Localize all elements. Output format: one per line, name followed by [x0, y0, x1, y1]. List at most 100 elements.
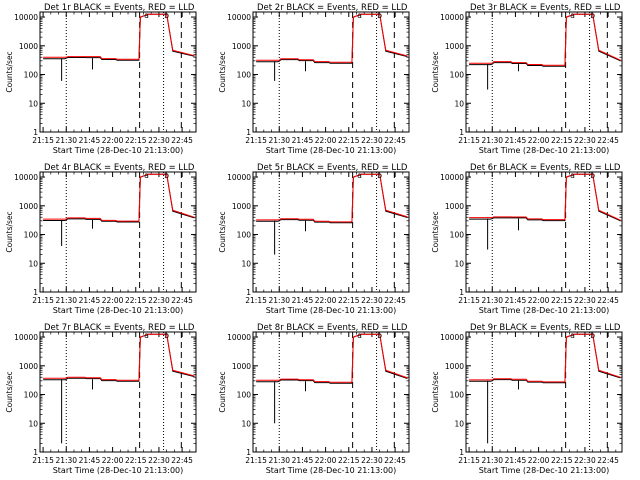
y-tick-label: 10000 [227, 333, 251, 342]
x-tick-label: 22:15 [338, 456, 360, 465]
y-tick-label: 1 [33, 448, 38, 457]
lld-series-line [469, 333, 621, 383]
y-tick-label: 1 [459, 128, 464, 137]
y-axis-label: Counts/sec [5, 51, 14, 92]
panel-title: Det 4r BLACK = Events, RED = LLD [44, 163, 195, 173]
plot-frame [39, 331, 197, 453]
events-series-line [256, 173, 408, 224]
saturation-marker: b [164, 171, 169, 180]
lld-series-line [469, 13, 621, 66]
events-series-line [43, 13, 195, 61]
y-tick-label: 100 [24, 71, 39, 80]
x-tick-label: 22:15 [125, 456, 147, 465]
y-axis-label: Counts/sec [218, 371, 227, 412]
saturation-marker: a [144, 331, 149, 340]
x-tick-label: 22:15 [551, 296, 573, 305]
saturation-marker: a [357, 331, 362, 340]
x-tick-label: 22:45 [384, 296, 406, 305]
y-tick-label: 10000 [227, 13, 251, 22]
x-tick-label: 21:15 [32, 456, 54, 465]
y-tick-label: 100 [24, 231, 39, 240]
y-tick-label: 100 [237, 71, 252, 80]
x-axis-label: Start Time (28-Dec-10 21:13:00) [266, 306, 397, 315]
panel-det-8: Det 8r BLACK = Events, RED = LLD 1 10 100 10… [218, 323, 410, 475]
x-tick-label: 22:45 [384, 456, 406, 465]
saturation-marker: a [144, 171, 149, 180]
events-series-line [43, 333, 195, 382]
saturation-marker: b [590, 11, 595, 20]
x-tick-label: 21:30 [55, 456, 77, 465]
x-tick-label: 21:45 [505, 136, 527, 145]
y-tick-label: 10 [241, 419, 251, 428]
events-series-line [256, 333, 408, 384]
plot-frame [252, 331, 410, 453]
events-series-line [469, 333, 621, 384]
y-tick-label: 100 [24, 391, 39, 400]
y-axis-label: Counts/sec [431, 371, 440, 412]
y-tick-label: 10 [241, 259, 251, 268]
y-tick-label: 1 [246, 128, 251, 137]
y-tick-label: 10000 [14, 173, 38, 182]
y-tick-label: 1000 [445, 362, 464, 371]
y-tick-label: 10 [454, 419, 464, 428]
lld-series-line [43, 333, 195, 381]
x-tick-label: 21:15 [32, 136, 54, 145]
x-tick-label: 22:15 [551, 136, 573, 145]
panel-title: Det 7r BLACK = Events, RED = LLD [44, 323, 195, 333]
x-tick-label: 22:15 [338, 136, 360, 145]
x-tick-label: 22:30 [574, 456, 596, 465]
x-tick-label: 21:15 [245, 136, 267, 145]
saturation-marker: b [377, 11, 382, 20]
y-tick-label: 10 [454, 99, 464, 108]
x-tick-label: 22:00 [528, 456, 550, 465]
x-tick-label: 21:45 [79, 456, 101, 465]
x-tick-label: 22:00 [528, 136, 550, 145]
x-tick-label: 21:15 [32, 296, 54, 305]
events-series-line [469, 13, 621, 67]
panel-det-6: Det 6r BLACK = Events, RED = LLD 1 10 100 10… [431, 163, 623, 315]
saturation-marker: b [164, 331, 169, 340]
saturation-marker: a [357, 171, 362, 180]
x-tick-label: 21:30 [55, 296, 77, 305]
x-tick-label: 22:45 [384, 136, 406, 145]
saturation-marker: a [570, 331, 575, 340]
saturation-marker: b [164, 11, 169, 20]
x-tick-label: 22:45 [597, 296, 619, 305]
x-tick-label: 21:30 [268, 296, 290, 305]
saturation-marker: b [590, 331, 595, 340]
x-tick-label: 22:45 [171, 296, 193, 305]
y-tick-label: 1 [33, 288, 38, 297]
x-tick-label: 21:45 [79, 296, 101, 305]
panel-title: Det 3r BLACK = Events, RED = LLD [470, 3, 621, 13]
panel-det-9: Det 9r BLACK = Events, RED = LLD 1 10 100 10… [431, 323, 623, 475]
plot-frame [465, 331, 623, 453]
x-tick-label: 22:30 [574, 136, 596, 145]
plot-frame [465, 11, 623, 133]
y-tick-label: 1000 [445, 42, 464, 51]
y-tick-label: 1000 [232, 42, 251, 51]
x-tick-label: 21:45 [292, 456, 314, 465]
y-axis-label: Counts/sec [218, 51, 227, 92]
panel-det-7: Det 7r BLACK = Events, RED = LLD 1 10 100 10… [5, 323, 197, 475]
y-tick-label: 1 [33, 128, 38, 137]
panel-title: Det 2r BLACK = Events, RED = LLD [257, 3, 408, 13]
plot-frame [39, 11, 197, 133]
plot-frame [39, 171, 197, 293]
plot-frame [252, 171, 410, 293]
x-tick-label: 22:30 [148, 136, 170, 145]
y-tick-label: 1 [459, 448, 464, 457]
x-tick-label: 21:15 [458, 456, 480, 465]
x-axis-label: Start Time (28-Dec-10 21:13:00) [479, 306, 610, 315]
x-tick-label: 22:30 [148, 456, 170, 465]
x-tick-label: 22:30 [361, 296, 383, 305]
panel-det-4: Det 4r BLACK = Events, RED = LLD 1 10 100 10… [5, 163, 197, 315]
x-tick-label: 22:30 [574, 296, 596, 305]
panel-det-5: Det 5r BLACK = Events, RED = LLD 1 10 100 10… [218, 163, 410, 315]
y-tick-label: 10000 [14, 333, 38, 342]
panel-det-1: Det 1r BLACK = Events, RED = LLD 1 10 100 10… [5, 3, 197, 155]
events-series-line [256, 13, 408, 64]
y-tick-label: 1 [246, 288, 251, 297]
y-tick-label: 1000 [232, 362, 251, 371]
y-tick-label: 10000 [14, 13, 38, 22]
